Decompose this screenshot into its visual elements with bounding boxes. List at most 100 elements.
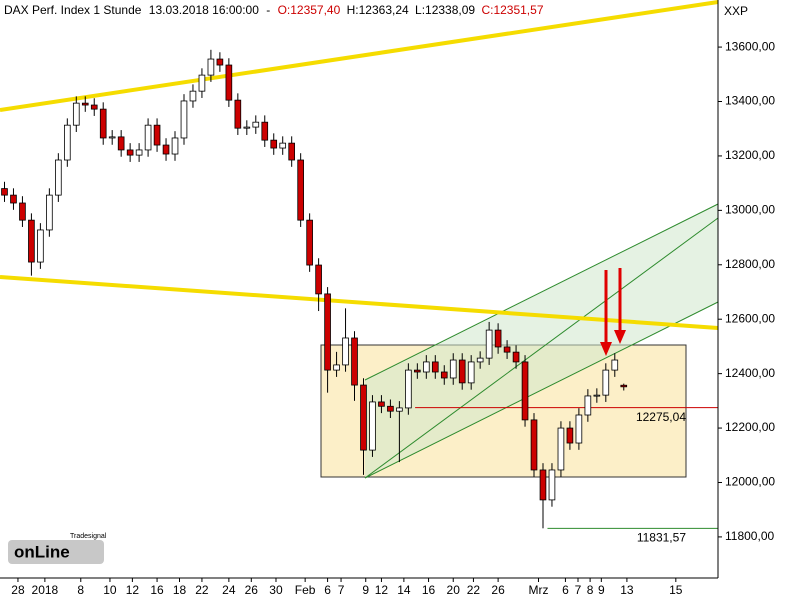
trend-line [0, 275, 719, 330]
y-tick-label: 13200,00 [725, 148, 775, 162]
x-tick-label: 26 [245, 583, 259, 597]
channel-line [364, 217, 719, 479]
candle-body [458, 359, 466, 384]
candle-body [46, 194, 53, 231]
logo-box [8, 540, 104, 564]
x-tick-label: 2018 [32, 583, 59, 597]
x-tick-label: 6 [562, 583, 569, 597]
open-label: O:12357,40 [278, 3, 341, 17]
close-label: C:12351,57 [481, 3, 543, 17]
x-tick-label: 28 [11, 583, 25, 597]
candle-body [378, 401, 385, 407]
x-tick-label: 16 [422, 583, 436, 597]
candle-body [144, 124, 152, 151]
channel-fill [365, 204, 718, 478]
logo: Tradesignal onLine [8, 533, 107, 564]
candle-body [288, 142, 296, 161]
level-label: 12275,04 [636, 410, 686, 424]
low-label: L:12338,09 [415, 3, 475, 17]
y-tick-label: 12000,00 [725, 475, 775, 489]
candle-body [297, 159, 304, 221]
candle-body [10, 194, 17, 204]
x-tick-label: 26 [491, 583, 505, 597]
candle-body [440, 371, 448, 379]
header: DAX Perf. Index 1 Stunde 13.03.2018 16:0… [4, 3, 544, 17]
y-tick-label: 13600,00 [725, 39, 775, 53]
arrows [604, 268, 622, 344]
candle-body [270, 139, 278, 149]
x-tick-label: 24 [222, 583, 236, 597]
x-tick-label: 22 [195, 583, 209, 597]
candle-body [55, 159, 62, 196]
candle-body [99, 108, 107, 139]
high-label: H:12363,24 [347, 3, 409, 17]
candle-body [72, 102, 80, 126]
plot [1, 49, 718, 529]
x-tick-label: 8 [587, 583, 594, 597]
candle-body [521, 361, 529, 421]
y-tick-label: 11800,00 [725, 529, 774, 543]
candle-body [225, 64, 233, 101]
candle-body [530, 419, 538, 471]
candle-body [360, 384, 367, 451]
x-tick-label: 12 [375, 583, 389, 597]
x-tick-label: 8 [77, 583, 84, 597]
candle-body [243, 126, 251, 129]
candle-body [342, 337, 349, 366]
candle-body [19, 202, 26, 221]
candle-body [566, 427, 574, 444]
axis-label: XXP [724, 4, 748, 18]
candle-body [485, 329, 493, 359]
candle-body [90, 104, 98, 110]
candle-body [611, 359, 619, 371]
candle-body [315, 264, 322, 295]
candle-body [279, 142, 287, 149]
candle-body [37, 229, 44, 263]
timestamp: 13.03.2018 16:00:00 [149, 3, 259, 17]
candle-body [449, 359, 457, 379]
candle-body [512, 351, 520, 363]
candle-body [557, 427, 565, 471]
candle-body [351, 337, 358, 386]
x-tick-label: 18 [173, 583, 187, 597]
arrow-head [600, 342, 612, 356]
x-tick-label: 9 [362, 583, 369, 597]
candle-body [333, 364, 340, 371]
candle-body [602, 369, 610, 396]
x-tick-label: 14 [397, 583, 411, 597]
y-tick-label: 13400,00 [725, 94, 775, 108]
candle-body [593, 394, 601, 397]
x-tick-label: 13 [620, 583, 634, 597]
candle-body [108, 136, 116, 139]
candle-body [324, 293, 331, 371]
title: DAX Perf. Index 1 Stunde [4, 3, 142, 17]
candle-body [234, 99, 242, 129]
candle-body [171, 137, 179, 155]
candle-body [28, 219, 35, 263]
x-tick-label: 22 [467, 583, 481, 597]
candle-body [261, 121, 269, 141]
y-tick-label: 12600,00 [725, 311, 775, 325]
logo-brand: Tradesignal [70, 533, 107, 540]
x-tick-label: 10 [103, 583, 117, 597]
x-tick-label: 6 [324, 583, 331, 597]
channel-line [364, 301, 719, 479]
level-label: 11831,57 [637, 530, 686, 544]
candle-body [467, 361, 475, 384]
candle-body [198, 74, 206, 92]
x-tick-label: Mrz [529, 583, 549, 597]
candle-body [135, 149, 143, 156]
y-tick-label: 12800,00 [725, 257, 775, 271]
candle-body [476, 357, 484, 363]
candle-body [216, 58, 224, 66]
candle-body [494, 329, 502, 348]
candle-body [431, 361, 439, 373]
y-tick-label: 12200,00 [725, 420, 775, 434]
x-tick-label: 9 [598, 583, 605, 597]
candle-body [153, 124, 161, 146]
candle-body [63, 124, 71, 161]
x-tick-label: 20 [447, 583, 461, 597]
y-tick-label: 13000,00 [725, 203, 775, 217]
candle-body [387, 405, 394, 412]
